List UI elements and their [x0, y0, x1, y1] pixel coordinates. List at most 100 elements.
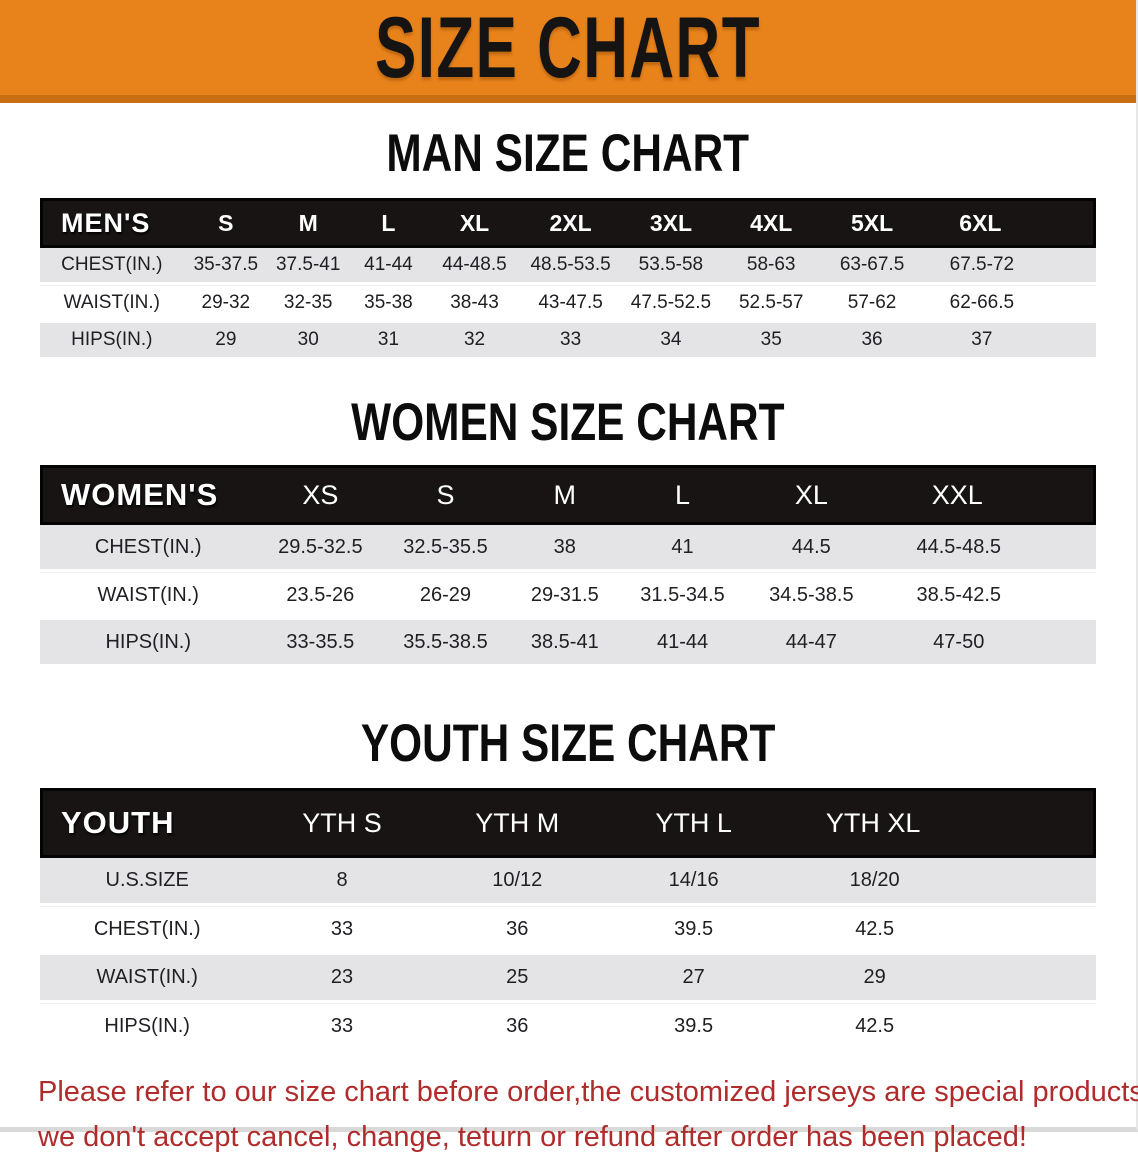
column-header: L	[622, 465, 743, 525]
banner: SIZE CHART	[0, 0, 1136, 103]
size-value: 44-47	[742, 620, 881, 667]
size-value: 33	[254, 1003, 430, 1052]
column-header: M	[268, 198, 349, 248]
size-value: 39.5	[604, 1003, 783, 1052]
size-value: 34.5-38.5	[742, 572, 881, 620]
women-section-heading: WOMEN SIZE CHART	[0, 396, 1136, 449]
men-size-table: MEN'S S M L XL 2XL 3XL 4XL 5XL 6XL CHEST(IN.) 35-37…	[40, 198, 1096, 360]
column-header: XL	[742, 465, 881, 525]
size-value: 29.5-32.5	[256, 525, 385, 572]
size-value: 44-48.5	[428, 248, 521, 285]
size-value: 33-35.5	[256, 620, 385, 667]
column-header: 4XL	[721, 198, 822, 248]
size-value: 47-50	[880, 620, 1096, 667]
size-value: 47.5-52.5	[620, 285, 722, 323]
group-label: YOUTH	[40, 788, 255, 858]
page-title: SIZE CHART	[375, 0, 761, 96]
row-label: CHEST(IN.)	[40, 525, 257, 572]
size-value: 48.5-53.5	[520, 248, 621, 285]
size-value: 67.5-72	[922, 248, 1096, 285]
size-value: 31	[348, 323, 429, 360]
size-value: 18/20	[782, 858, 1096, 906]
size-value: 29	[782, 955, 1096, 1003]
size-value: 38.5-41	[506, 620, 623, 667]
notice-line-2: we don't accept cancel, change, teturn o…	[38, 1121, 1027, 1153]
size-value: 8	[254, 858, 430, 906]
row-label: WAIST(IN.)	[40, 955, 255, 1003]
size-value: 62-66.5	[922, 285, 1096, 323]
size-value: 42.5	[782, 1003, 1096, 1052]
youth-size-table: YOUTH YTH S YTH M YTH L YTH XL U.S.SIZE 8 10/12…	[40, 788, 1096, 1052]
size-value: 41-44	[622, 620, 743, 667]
size-value: 38.5-42.5	[880, 572, 1096, 620]
youth-section-heading: YOUTH SIZE CHART	[0, 717, 1136, 770]
size-value: 53.5-58	[620, 248, 722, 285]
column-header: 6XL	[922, 198, 1096, 248]
size-value: 63-67.5	[821, 248, 923, 285]
row-label: U.S.SIZE	[40, 858, 255, 906]
table-row: U.S.SIZE 8 10/12 14/16 18/20	[40, 858, 1096, 906]
row-label: HIPS(IN.)	[40, 323, 184, 360]
size-value: 14/16	[604, 858, 783, 906]
table-row: WAIST(IN.) 23 25 27 29	[40, 955, 1096, 1003]
size-value: 44.5	[742, 525, 881, 572]
youth-section: YOUTH SIZE CHART YOUTH YTH S YTH M YTH L YTH…	[0, 717, 1136, 1052]
size-value: 52.5-57	[721, 285, 822, 323]
column-header: 2XL	[520, 198, 621, 248]
size-value: 41	[622, 525, 743, 572]
column-header: XL	[428, 198, 521, 248]
row-label: HIPS(IN.)	[40, 620, 257, 667]
size-value: 29	[183, 323, 269, 360]
table-row: WAIST(IN.) 23.5-26 26-29 29-31.5 31.5-34.5 34…	[40, 572, 1096, 620]
size-value: 33	[254, 906, 430, 955]
men-section-heading: MAN SIZE CHART	[0, 127, 1136, 180]
size-value: 32	[428, 323, 521, 360]
column-header: YTH XL	[782, 788, 1096, 858]
column-header: YTH M	[429, 788, 605, 858]
size-value: 33	[520, 323, 621, 360]
size-value: 38	[506, 525, 623, 572]
row-label: CHEST(IN.)	[40, 248, 184, 285]
size-value: 36	[821, 323, 923, 360]
size-value: 57-62	[821, 285, 923, 323]
row-label: WAIST(IN.)	[40, 285, 184, 323]
group-label: WOMEN'S	[40, 465, 257, 525]
women-heading-text: WOMEN SIZE CHART	[351, 393, 785, 452]
size-value: 34	[620, 323, 722, 360]
size-value: 26-29	[384, 572, 507, 620]
header-row: YOUTH YTH S YTH M YTH L YTH XL	[40, 788, 1096, 858]
size-value: 41-44	[348, 248, 429, 285]
size-value: 39.5	[604, 906, 783, 955]
column-header: XS	[256, 465, 385, 525]
size-value: 43-47.5	[520, 285, 621, 323]
row-label: WAIST(IN.)	[40, 572, 257, 620]
table-row: CHEST(IN.) 35-37.5 37.5-41 41-44 44-48.5 48.5…	[40, 248, 1096, 285]
column-header: YTH S	[254, 788, 430, 858]
size-value: 58-63	[721, 248, 822, 285]
header-row: MEN'S S M L XL 2XL 3XL 4XL 5XL 6XL	[40, 198, 1096, 248]
women-section: WOMEN SIZE CHART WOMEN'S XS S M L XL XXL CHEST(…	[0, 396, 1136, 667]
size-value: 32.5-35.5	[384, 525, 507, 572]
size-value: 42.5	[782, 906, 1096, 955]
footer-notice: Please refer to our size chart before or…	[38, 1070, 1138, 1160]
women-size-table: WOMEN'S XS S M L XL XXL CHEST(IN.) 29.5-32.5 32.5…	[40, 465, 1096, 667]
men-heading-text: MAN SIZE CHART	[386, 124, 750, 183]
size-value: 37.5-41	[268, 248, 349, 285]
column-header: S	[384, 465, 507, 525]
size-value: 36	[429, 1003, 605, 1052]
size-value: 23.5-26	[256, 572, 385, 620]
men-section: MAN SIZE CHART MEN'S S M L XL 2XL 3XL 4XL 5XL 6XL…	[0, 127, 1136, 360]
table-row: CHEST(IN.) 33 36 39.5 42.5	[40, 906, 1096, 955]
column-header: XXL	[880, 465, 1096, 525]
size-value: 38-43	[428, 285, 521, 323]
size-value: 10/12	[429, 858, 605, 906]
table-row: HIPS(IN.) 29 30 31 32 33 34 35 36 37	[40, 323, 1096, 360]
size-value: 30	[268, 323, 349, 360]
size-value: 37	[922, 323, 1096, 360]
size-value: 29-32	[183, 285, 269, 323]
size-value: 32-35	[268, 285, 349, 323]
size-value: 23	[254, 955, 430, 1003]
header-row: WOMEN'S XS S M L XL XXL	[40, 465, 1096, 525]
group-label: MEN'S	[40, 198, 184, 248]
